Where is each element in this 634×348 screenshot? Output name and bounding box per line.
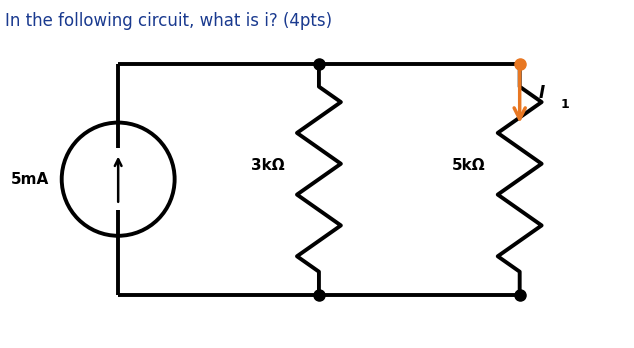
Text: In the following circuit, what is i? (4pts): In the following circuit, what is i? (4p… <box>5 12 332 30</box>
Text: 1: 1 <box>560 98 569 111</box>
Text: 5mA: 5mA <box>11 172 49 187</box>
Text: I: I <box>538 84 545 102</box>
Text: 5kΩ: 5kΩ <box>451 158 485 173</box>
Text: 3kΩ: 3kΩ <box>251 158 285 173</box>
